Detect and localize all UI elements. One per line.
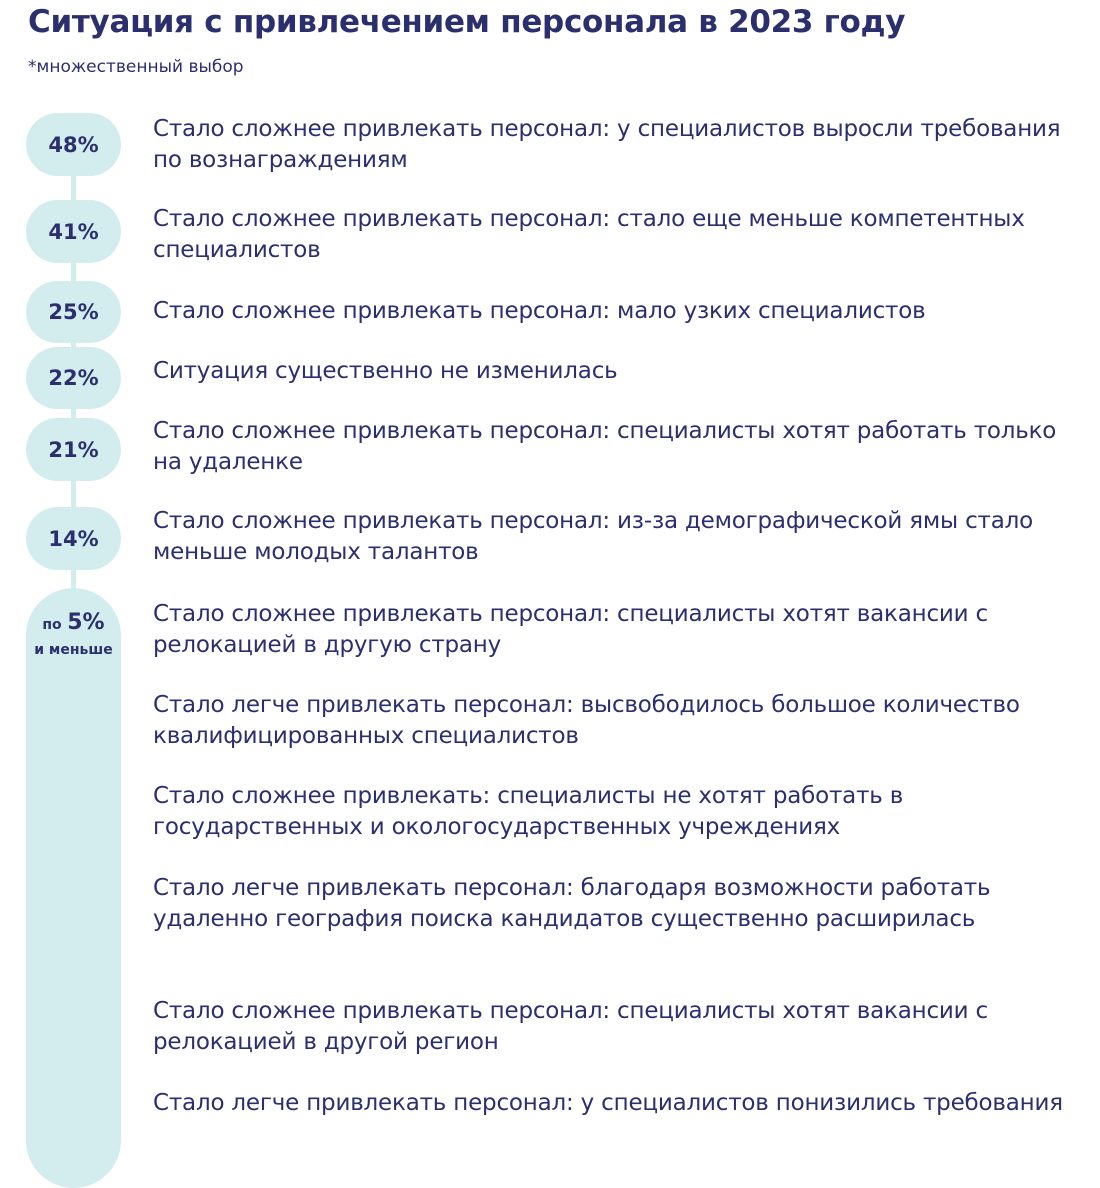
chart-subtitle: *множественный выбор [28, 57, 244, 77]
row-label: Стало сложнее привлекать персонал: стало… [153, 206, 1025, 263]
group-item-label: Стало легче привлекать персонал: благода… [153, 875, 991, 932]
group-item-label: Стало сложнее привлекать: специалисты не… [153, 783, 904, 840]
row-label: Стало сложнее привлекать персонал: специ… [153, 418, 1057, 475]
group-pill: по 5% и меньше [26, 588, 121, 1188]
group-suffix: и меньше [34, 642, 113, 658]
value-pill: 48% [26, 113, 121, 176]
row-label: Стало сложнее привлекать персонал: у спе… [153, 116, 1061, 173]
group-value: по 5% [26, 610, 121, 635]
chart-title: Ситуация с привлечением персонала в 2023… [28, 4, 906, 40]
value-pill: 14% [26, 507, 121, 570]
row-label: Стало сложнее привлекать персонал: мало … [153, 298, 926, 324]
group-item-label: Стало легче привлекать персонал: у специ… [153, 1090, 1063, 1116]
value-pill: 22% [26, 347, 121, 409]
value-pill: 41% [26, 200, 121, 263]
group-value-label: 5% [67, 610, 105, 635]
row-label: Ситуация существенно не изменилась [153, 358, 618, 384]
group-item-label: Стало сложнее привлекать персонал: специ… [153, 601, 988, 658]
group-prefix: по [42, 617, 62, 633]
value-pill: 21% [26, 418, 121, 481]
group-item-label: Стало сложнее привлекать персонал: специ… [153, 998, 988, 1055]
group-item-label: Стало легче привлекать персонал: высвобо… [153, 692, 1020, 749]
row-label: Стало сложнее привлекать персонал: из-за… [153, 508, 1034, 565]
value-pill: 25% [26, 281, 121, 343]
